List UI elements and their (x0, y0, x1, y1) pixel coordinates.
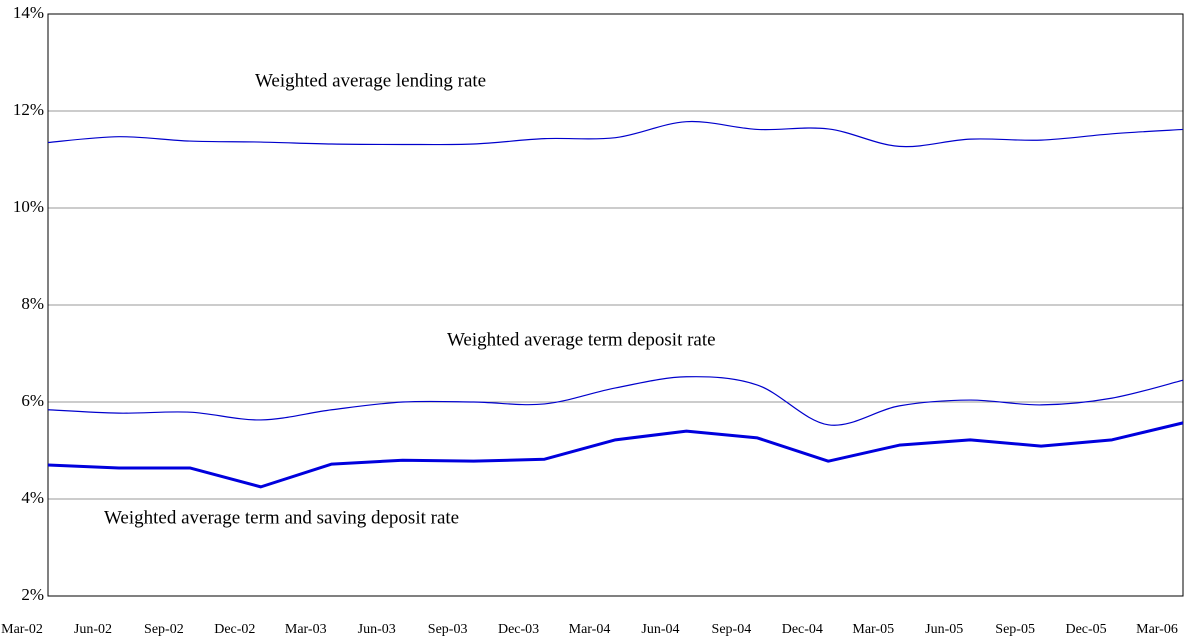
x-tick-label: Sep-05 (995, 622, 1035, 637)
y-tick-label: 14% (13, 3, 44, 22)
series-label: Weighted average term deposit rate (447, 329, 716, 350)
x-tick-label: Dec-04 (782, 622, 823, 637)
y-tick-label: 12% (13, 100, 44, 119)
x-tick-label: Dec-05 (1065, 622, 1106, 637)
x-tick-label: Mar-02 (1, 622, 43, 637)
x-tick-label: Jun-03 (358, 622, 396, 637)
y-tick-label: 8% (21, 294, 44, 313)
x-tick-label: Mar-06 (1136, 622, 1178, 637)
x-tick-label: Dec-03 (498, 622, 539, 637)
line (47, 120, 1184, 148)
y-tick-label: 10% (13, 197, 44, 216)
x-tick-label: Mar-05 (852, 622, 894, 637)
x-tick-label: Jun-02 (74, 622, 112, 637)
x-tick-label: Mar-04 (569, 622, 611, 637)
x-tick-label: Sep-02 (144, 622, 184, 637)
x-tick-label: Sep-04 (712, 622, 752, 637)
x-tick-label: Mar-03 (285, 622, 327, 637)
series-label: Weighted average term and saving deposit… (104, 507, 459, 528)
y-tick-label: 2% (21, 585, 44, 604)
y-tick-label: 6% (21, 391, 44, 410)
line (47, 376, 1184, 426)
line (47, 421, 1184, 489)
series-label: Weighted average lending rate (255, 70, 486, 91)
y-tick-label: 4% (21, 488, 44, 507)
x-tick-label: Sep-03 (428, 622, 468, 637)
x-tick-label: Jun-05 (925, 622, 963, 637)
x-tick-label: Dec-02 (214, 622, 255, 637)
x-tick-label: Jun-04 (641, 622, 679, 637)
plot-border (47, 13, 1184, 597)
